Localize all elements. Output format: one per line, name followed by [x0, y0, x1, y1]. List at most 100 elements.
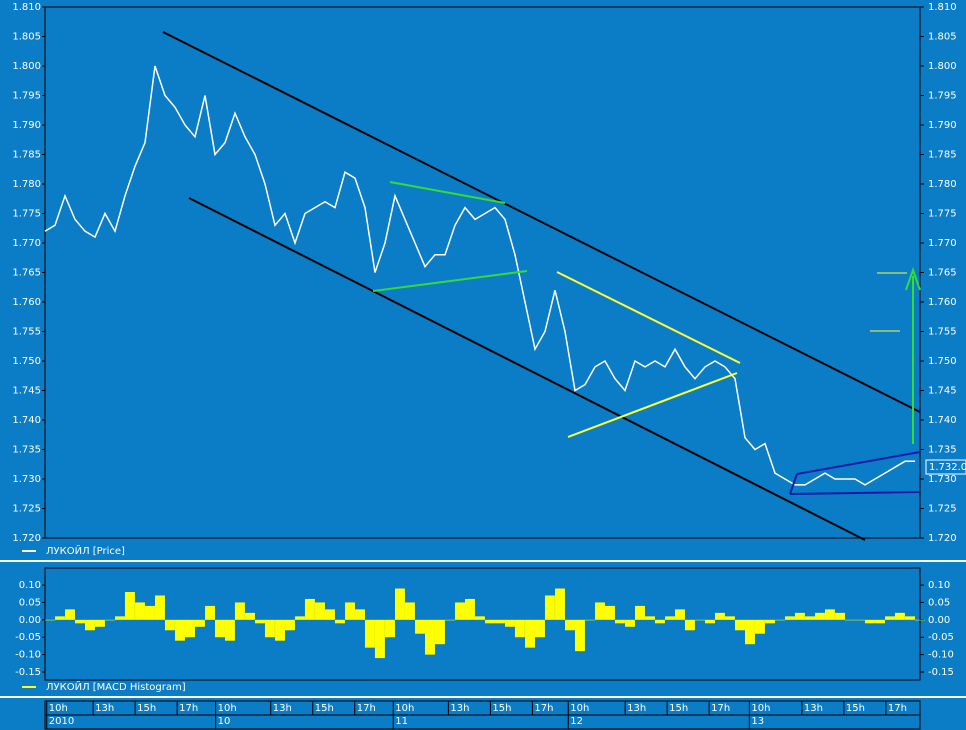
- histogram-bar: [695, 619, 705, 621]
- histogram-bar: [395, 588, 405, 620]
- y-tick-label: 1.785: [12, 150, 41, 161]
- histogram-bar: [625, 619, 635, 627]
- histogram-bar: [635, 605, 645, 620]
- y-tick-label: 1.805: [12, 32, 41, 43]
- wedge-line: [789, 491, 921, 495]
- histogram-bar: [714, 612, 725, 620]
- histogram-bar: [784, 616, 795, 620]
- y-tick-label: 1.810: [12, 2, 41, 13]
- y-tick-label: 1.725: [12, 504, 41, 515]
- histogram-bar: [805, 616, 815, 620]
- histogram-bar: [605, 605, 615, 620]
- y-tick-label: -0.05: [15, 632, 41, 643]
- triangle-line: [372, 270, 528, 292]
- histogram-bar: [565, 619, 575, 631]
- histogram-bar: [675, 609, 685, 620]
- x-tick-label: 17h: [534, 703, 553, 714]
- y-tick-label: 1.730: [12, 474, 41, 485]
- histogram-bar: [264, 619, 275, 638]
- histogram-bar: [455, 602, 465, 620]
- histogram-bar: [84, 619, 95, 631]
- x-tick-label: 15h: [137, 703, 156, 714]
- histogram-bar: [364, 619, 375, 648]
- x-day-tick-label: 12: [570, 716, 583, 727]
- trend-channel-bottom: [188, 197, 866, 541]
- histogram-bar: [525, 619, 535, 648]
- histogram-bar: [824, 609, 835, 620]
- histogram-bar: [584, 619, 595, 621]
- x-tick-label: 10h: [218, 703, 237, 714]
- histogram-bar: [205, 605, 215, 620]
- x-tick-label: 17h: [888, 703, 907, 714]
- histogram-bar: [325, 609, 335, 620]
- y-tick-label-right: 0.05: [928, 597, 950, 608]
- y-tick-label-right: 1.790: [928, 120, 957, 131]
- y-tick-label-right: 1.725: [928, 504, 957, 515]
- histogram-bar: [175, 619, 185, 641]
- target-arrow-head: [905, 266, 921, 291]
- histogram-bar: [495, 619, 505, 624]
- y-tick-label-right: -0.05: [928, 632, 954, 643]
- histogram-bar: [745, 619, 755, 645]
- histogram-bar: [164, 619, 175, 631]
- y-tick-label-right: 1.795: [928, 91, 957, 102]
- wedge-line: [796, 451, 921, 475]
- triangle-line: [567, 372, 738, 438]
- histogram-bar: [614, 619, 625, 624]
- x-tick-label: 15h: [492, 703, 511, 714]
- histogram-bar: [885, 616, 895, 620]
- y-tick-label: 0.10: [19, 580, 41, 591]
- histogram-bar: [875, 619, 885, 624]
- histogram-bar: [775, 619, 785, 621]
- histogram-bar: [815, 612, 825, 620]
- histogram-bar: [194, 619, 205, 627]
- histogram-bar: [465, 598, 475, 620]
- histogram-bar: [255, 619, 265, 624]
- y-tick-label: -0.10: [15, 650, 41, 661]
- histogram-bar: [644, 616, 655, 620]
- triangle-line: [556, 271, 741, 364]
- histogram-bar: [154, 595, 165, 620]
- chart-drawings: [162, 31, 921, 541]
- x-tick-label: 10h: [751, 703, 770, 714]
- histogram-bar: [504, 619, 515, 627]
- y-tick-label-right: 0.10: [928, 580, 950, 591]
- y-tick-label: 1.735: [12, 445, 41, 456]
- x-day-tick-label: 13: [751, 716, 764, 727]
- x-tick-label: 13h: [450, 703, 469, 714]
- histogram-bar: [54, 616, 65, 620]
- histogram-bar: [845, 619, 855, 621]
- histogram-bar: [75, 619, 85, 624]
- y-tick-label-right: 1.740: [928, 415, 957, 426]
- histogram-bar: [185, 619, 195, 638]
- histogram-bar: [864, 619, 875, 624]
- histogram-bar: [385, 619, 395, 638]
- histogram-bar: [535, 619, 545, 638]
- histogram-bar: [654, 619, 665, 624]
- triangle-line: [389, 181, 506, 204]
- x-tick-label: 13h: [273, 703, 292, 714]
- histogram-bar: [285, 619, 295, 631]
- legend-label: ЛУКОЙЛ [Price]: [46, 544, 125, 557]
- histogram-bar: [514, 619, 525, 638]
- histogram-bar: [135, 602, 145, 620]
- y-tick-label: -0.15: [15, 667, 41, 678]
- histogram-bar: [595, 602, 605, 620]
- histogram-bar: [345, 602, 355, 620]
- histogram-bar: [224, 619, 235, 641]
- y-tick-label: 1.755: [12, 327, 41, 338]
- y-tick-label: 1.780: [12, 179, 41, 190]
- y-tick-label: 1.740: [12, 415, 41, 426]
- y-tick-label-right: 1.760: [928, 297, 957, 308]
- x-tick-label: 13h: [627, 703, 646, 714]
- histogram-bar: [544, 595, 555, 620]
- y-tick-label-right: 1.765: [928, 268, 957, 279]
- histogram-bar: [275, 619, 285, 641]
- histogram-bar: [894, 612, 905, 620]
- histogram-bar: [724, 616, 735, 620]
- x-tick-label: 17h: [179, 703, 198, 714]
- histogram-bar: [684, 619, 695, 631]
- histogram-bar: [425, 619, 435, 655]
- histogram-bar: [735, 619, 745, 631]
